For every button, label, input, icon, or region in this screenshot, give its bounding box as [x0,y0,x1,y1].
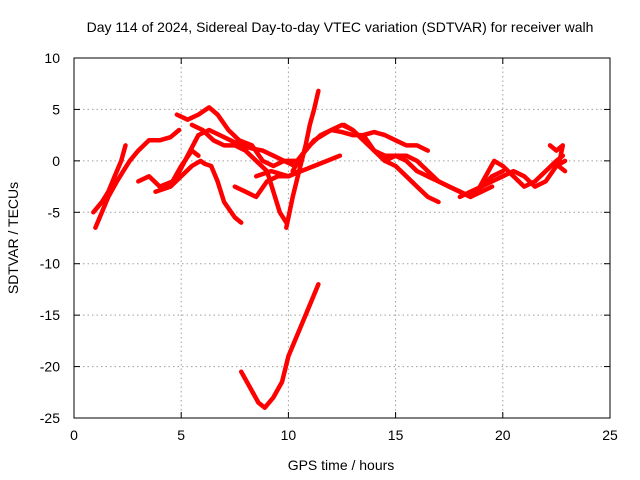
series-line-track-a [93,127,182,230]
series-line-track-b [91,143,128,215]
series-line-track-i [238,282,321,410]
x-tick-label-0: 0 [70,427,78,443]
y-tick-label-5: 0 [52,153,60,169]
x-axis-label: GPS time / hours [288,457,395,473]
plot-frame [73,57,611,419]
x-tick-label-4: 20 [495,427,511,443]
y-axis-label: SDTVAR / TECUs [5,182,21,294]
x-tick-label-3: 15 [388,427,404,443]
series-line-track-r [547,143,568,174]
series-line-track-p [425,153,566,200]
grid [74,58,610,418]
x-tick-label-5: 25 [602,427,618,443]
y-tick-label-3: -10 [40,256,60,272]
series-line-track-d [153,158,244,225]
x-tick-label-1: 5 [177,427,185,443]
data-series-layer [91,88,568,410]
x-tick-label-2: 10 [281,427,297,443]
y-tick-label-4: -5 [48,204,61,220]
y-tick-label-2: -15 [40,307,60,323]
y-axis-ticks: -25 -20 -15 -10 -5 0 5 10 [40,50,610,426]
y-tick-label-7: 10 [44,50,60,66]
x-axis-ticks: 0 5 10 15 20 25 [70,58,618,443]
series-line-track-q [457,158,568,200]
chart-title: Day 114 of 2024, Sidereal Day-to-day VTE… [87,19,594,35]
series-line-track-g [174,127,298,179]
y-tick-label-1: -20 [40,359,60,375]
y-tick-label-6: 5 [52,101,60,117]
series-line-track-f [189,122,289,225]
series-line-track-j [284,88,321,230]
y-tick-label-0: -25 [40,410,60,426]
series-line-track-k [253,153,343,179]
